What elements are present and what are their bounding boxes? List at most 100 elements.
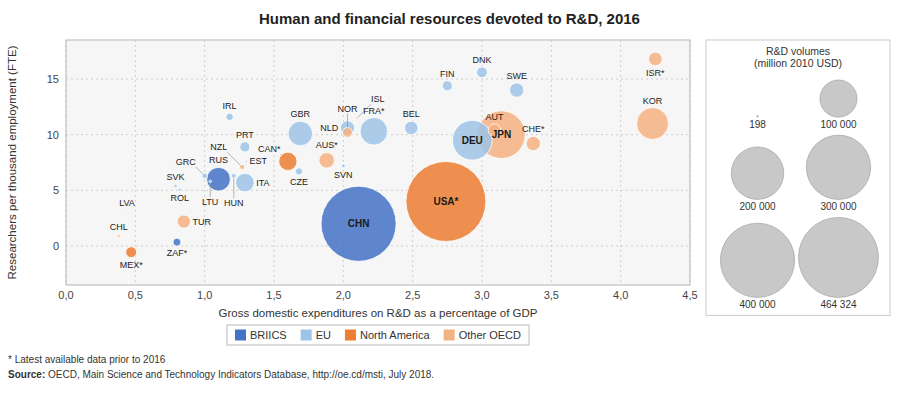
size-legend-label: 100 000 (820, 119, 857, 130)
bubble (174, 184, 178, 188)
tick-labels: 0,00,51,01,52,02,53,03,54,04,5051015 (47, 73, 698, 301)
size-legend-label: 400 000 (739, 299, 776, 310)
bubble (509, 83, 523, 97)
point-label: CAN* (258, 144, 281, 154)
bubble (637, 108, 669, 140)
size-legend-circle (731, 147, 784, 200)
grid (66, 40, 690, 285)
point-label: PRT (236, 130, 254, 140)
point-label: DNK (472, 55, 491, 65)
point-label: JPN (492, 129, 511, 140)
point-label: CZE (290, 177, 308, 187)
grid-line-x (66, 40, 67, 285)
point-label: DEU (462, 135, 483, 146)
size-legend-label: 198 (749, 119, 766, 130)
point-labels: CHNDEUUSA*JPNZAF*RUSLVASVKROLGRCIRLPRTES… (110, 55, 665, 270)
bubble (295, 168, 302, 175)
point-label: NOR (337, 104, 358, 114)
point-label: EST (249, 156, 267, 166)
point-label: ZAF* (167, 248, 188, 258)
bubble (649, 52, 663, 66)
bubble (406, 161, 486, 241)
x-tick-label: 4,0 (613, 289, 628, 301)
legend-swatch (444, 330, 455, 341)
point-label: USA* (433, 196, 458, 207)
bubble (117, 234, 120, 237)
source-prefix: Source: (8, 369, 45, 380)
point-label: BEL (403, 109, 420, 119)
grid-line-x (412, 40, 413, 285)
legend-entry: EU (316, 329, 331, 341)
point-label: FRA* (363, 106, 385, 116)
point-label: CHE* (522, 124, 545, 134)
point-label: GBR (291, 109, 311, 119)
bubble (240, 164, 245, 169)
legend-swatch (235, 330, 246, 341)
point-label: MEX* (120, 260, 144, 270)
legend-swatch (301, 330, 312, 341)
x-tick-label: 3,5 (544, 289, 559, 301)
bubble (405, 121, 418, 134)
grid-line-x (620, 40, 621, 285)
x-tick-label: 1,5 (266, 289, 281, 301)
bubble (360, 118, 388, 146)
size-legend-frame (706, 40, 890, 315)
y-tick-label: 5 (53, 184, 59, 196)
bubble (240, 142, 250, 152)
point-label: LTU (202, 197, 218, 207)
bubble (226, 113, 233, 120)
leader-line (196, 167, 203, 174)
plot-frame (66, 40, 690, 285)
legend-entry: Other OECD (459, 329, 521, 341)
size-legend-circle (820, 80, 857, 117)
bubble (319, 152, 335, 168)
source: Source: OECD, Main Science and Technolog… (8, 369, 434, 380)
bubble (177, 215, 190, 228)
x-tick-label: 2,0 (336, 289, 351, 301)
grid-line-y (66, 190, 690, 191)
point-label: ISL (371, 94, 385, 104)
point-label: CHL (110, 222, 128, 232)
point-label: HUN (224, 198, 244, 208)
point-label: IRL (223, 101, 237, 111)
size-legend-circle (757, 115, 759, 117)
point-label: NZL (210, 142, 227, 152)
point-label: SVN (334, 170, 353, 180)
leader-line (210, 183, 211, 197)
bubble (343, 128, 353, 138)
grid-line-y (66, 78, 690, 79)
bubble (202, 173, 207, 178)
bubble (356, 117, 359, 120)
leader-line (227, 152, 240, 165)
bubble (288, 121, 313, 146)
legend: BRIICSEUNorth AmericaOther OECD (227, 325, 529, 345)
bubble (178, 188, 181, 191)
point-label: SVK (167, 172, 185, 182)
chart: Human and financial resources devoted to… (0, 0, 899, 399)
y-tick-label: 15 (47, 73, 59, 85)
point-label: KOR (643, 96, 663, 106)
bubble (231, 173, 236, 178)
point-label: ISR* (646, 68, 665, 78)
bubble (341, 164, 345, 168)
point-label: SWE (506, 71, 527, 81)
size-legend-title: R&D volumes(million 2010 USD) (754, 45, 842, 69)
point-label: TUR (192, 217, 211, 227)
grid-line-x (690, 40, 691, 285)
bubble (321, 186, 396, 261)
bubble (452, 120, 492, 160)
x-tick-label: 2,5 (405, 289, 420, 301)
source-rest: OECD, Main Science and Technology Indica… (45, 369, 434, 380)
bubble (126, 210, 128, 212)
y-tick-label: 0 (53, 240, 59, 252)
bubble (236, 173, 255, 192)
footnote: * Latest available data prior to 2016 (8, 354, 166, 365)
point-label: CHN (348, 218, 370, 229)
bubble (209, 180, 212, 183)
x-tick-label: 0,0 (58, 289, 73, 301)
x-tick-label: 4,5 (682, 289, 697, 301)
size-legend-circle (806, 135, 870, 199)
bubble (526, 136, 540, 150)
size-legend-circle (798, 217, 878, 297)
point-label: NLD (320, 123, 339, 133)
